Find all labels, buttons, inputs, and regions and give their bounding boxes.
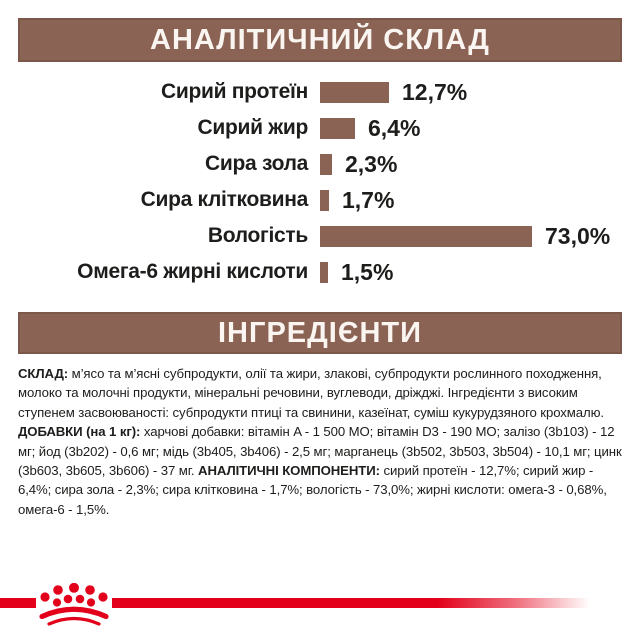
chart-row-bar xyxy=(320,117,355,139)
royal-canin-crown-logo xyxy=(37,583,111,626)
chart-row-value: 2,3% xyxy=(345,150,398,177)
composition-paragraph: СКЛАД: м’ясо та м’ясні субпродукти, олії… xyxy=(18,364,624,422)
crown-icon xyxy=(39,583,109,626)
composition-text: м’ясо та м’ясні субпродукти, олії та жир… xyxy=(18,366,604,420)
chart-row: Вологість 73,0% xyxy=(0,218,640,254)
additives-text: харчові добавки: вітамін A - 1 500 МО; в… xyxy=(18,424,622,479)
chart-row-bar xyxy=(320,225,532,247)
chart-row-label: Сира зола xyxy=(205,152,308,175)
chart-row: Сира зола 2,3% xyxy=(0,146,640,182)
chart-row: Сирий жир 6,4% xyxy=(0,110,640,146)
chart-row-label: Сирий жир xyxy=(197,116,309,139)
additives-paragraph: ДОБАВКИ (на 1 кг): харчові добавки: віта… xyxy=(18,422,624,519)
analytical-components-label: АНАЛІТИЧНІ КОМПОНЕНТИ: xyxy=(198,463,380,479)
composition-label: СКЛАД: xyxy=(18,366,69,381)
chart-row-bar xyxy=(320,261,328,283)
chart-row: Сира клітковина 1,7% xyxy=(0,182,640,218)
analytical-composition-title: АНАЛІТИЧНИЙ СКЛАД xyxy=(150,23,490,56)
chart-row-value: 1,7% xyxy=(342,186,395,213)
chart-row-value: 12,7% xyxy=(402,78,468,105)
analytical-chart: Сирий протеїн 12,7% Сирий жир 6,4% Сира зола… xyxy=(0,74,640,290)
red-band-left xyxy=(0,598,36,608)
chart-row-bar xyxy=(320,189,329,211)
chart-row-label: Омега-6 жирні кислоти xyxy=(77,260,308,283)
chart-row-value: 6,4% xyxy=(368,114,421,141)
chart-row-label: Сира клітковина xyxy=(140,188,309,211)
ingredients-text-block: СКЛАД: м’ясо та м’ясні субпродукти, олії… xyxy=(18,364,624,519)
ingredients-title: ІНГРЕДІЄНТИ xyxy=(218,316,422,349)
analytical-composition-header: АНАЛІТИЧНИЙ СКЛАД xyxy=(18,18,622,62)
chart-row-label: Сирий протеїн xyxy=(160,80,308,103)
red-band-right xyxy=(112,598,590,608)
chart-row-label: Вологість xyxy=(207,224,308,247)
additives-label: ДОБАВКИ (на 1 кг): xyxy=(18,424,141,440)
chart-row-bar xyxy=(320,153,332,175)
analytical-components-text: сирий протеїн - 12,7%; сирий жир - 6,4%;… xyxy=(18,463,607,517)
chart-row-bar xyxy=(320,81,389,103)
ingredients-header: ІНГРЕДІЄНТИ xyxy=(18,312,622,354)
chart-row-value: 1,5% xyxy=(341,258,394,285)
chart-row-value: 73,0% xyxy=(545,222,611,249)
chart-row: Сирий протеїн 12,7% xyxy=(0,74,640,110)
chart-row: Омега-6 жирні кислоти 1,5% xyxy=(0,254,640,290)
